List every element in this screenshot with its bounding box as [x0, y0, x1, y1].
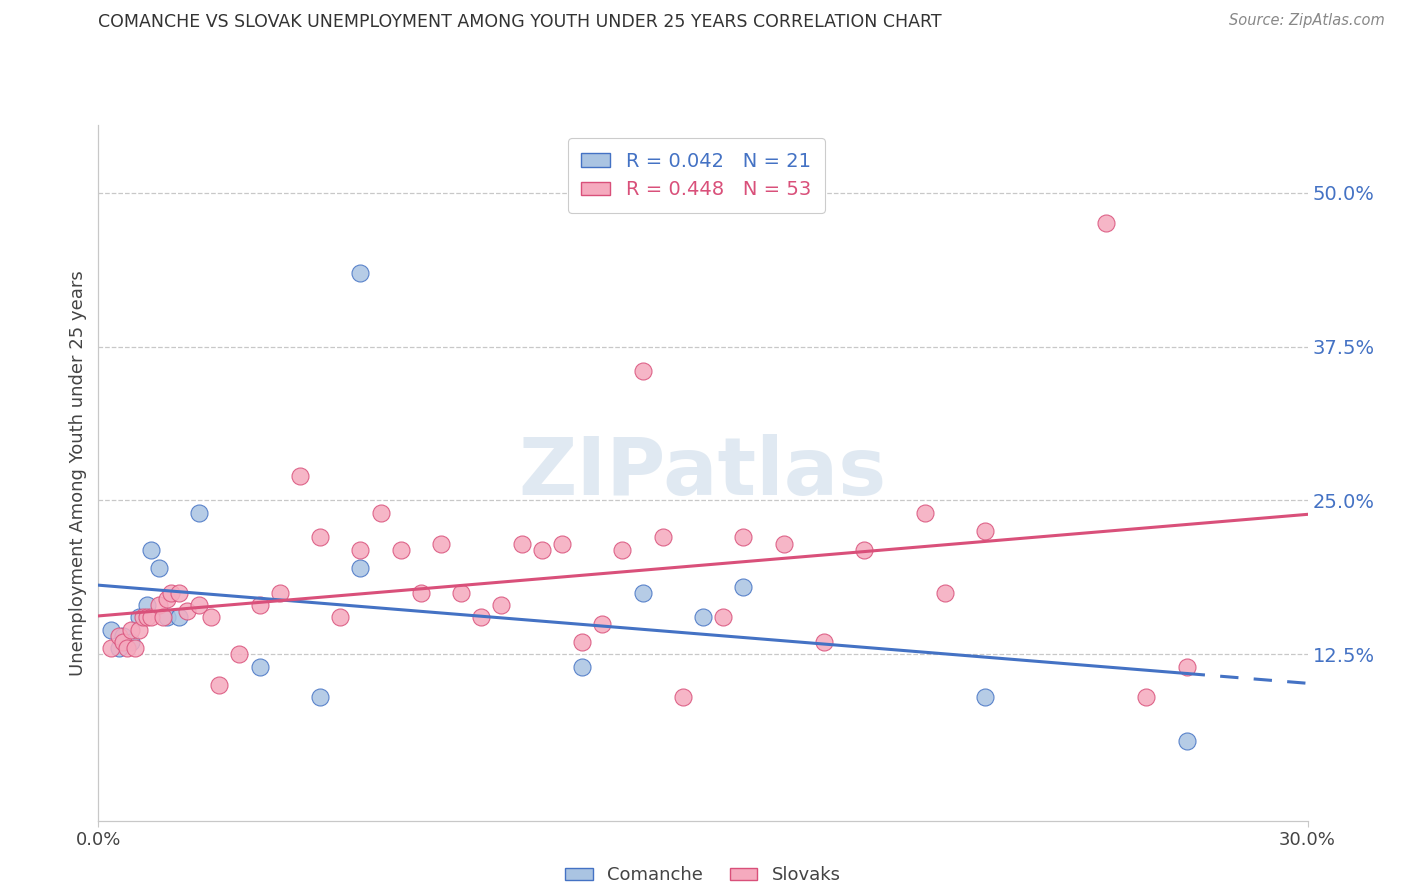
Point [591, 616, 613, 631]
Point [120, 635, 142, 649]
Point [974, 524, 997, 539]
Point [692, 610, 714, 624]
Point [156, 592, 179, 607]
Point [571, 635, 593, 649]
Point [853, 542, 876, 557]
Point [100, 641, 122, 656]
Point [813, 635, 835, 649]
Point [167, 586, 190, 600]
Point [409, 586, 432, 600]
Point [772, 536, 794, 550]
Point [111, 629, 134, 643]
Point [148, 561, 170, 575]
Point [107, 629, 129, 643]
Point [651, 530, 673, 544]
Point [974, 690, 997, 705]
Point [100, 623, 122, 637]
Point [160, 586, 183, 600]
Point [470, 610, 492, 624]
Point [139, 610, 162, 624]
Point [228, 648, 250, 662]
Point [491, 598, 513, 612]
Point [269, 586, 291, 600]
Point [631, 586, 654, 600]
Point [124, 641, 146, 656]
Point [612, 542, 634, 557]
Point [349, 266, 371, 280]
Point [711, 610, 734, 624]
Point [631, 364, 654, 378]
Y-axis label: Unemployment Among Youth under 25 years: Unemployment Among Youth under 25 years [69, 270, 87, 675]
Point [188, 598, 211, 612]
Point [111, 635, 134, 649]
Point [148, 598, 170, 612]
Point [128, 623, 150, 637]
Point [249, 659, 271, 673]
Point [309, 690, 332, 705]
Point [510, 536, 533, 550]
Point [167, 610, 190, 624]
Point [733, 580, 755, 594]
Point [530, 542, 553, 557]
Point [135, 598, 157, 612]
Point [156, 610, 179, 624]
Point [208, 678, 231, 692]
Text: ZIPatlas: ZIPatlas [519, 434, 887, 512]
Text: COMANCHE VS SLOVAK UNEMPLOYMENT AMONG YOUTH UNDER 25 YEARS CORRELATION CHART: COMANCHE VS SLOVAK UNEMPLOYMENT AMONG YO… [98, 13, 942, 31]
Point [135, 610, 157, 624]
Point [349, 542, 371, 557]
Point [1095, 216, 1118, 230]
Point [914, 506, 936, 520]
Point [188, 506, 211, 520]
Point [450, 586, 472, 600]
Point [551, 536, 574, 550]
Point [309, 530, 332, 544]
Point [139, 542, 162, 557]
Point [128, 610, 150, 624]
Point [389, 542, 412, 557]
Point [329, 610, 352, 624]
Point [349, 561, 371, 575]
Point [1175, 733, 1198, 747]
Point [200, 610, 222, 624]
Point [132, 610, 155, 624]
Point [115, 641, 138, 656]
Legend: Comanche, Slovaks: Comanche, Slovaks [558, 859, 848, 892]
Text: Source: ZipAtlas.com: Source: ZipAtlas.com [1229, 13, 1385, 29]
Point [1175, 659, 1198, 673]
Point [934, 586, 956, 600]
Point [120, 623, 142, 637]
Point [176, 604, 198, 618]
Point [370, 506, 392, 520]
Point [152, 610, 174, 624]
Point [249, 598, 271, 612]
Point [571, 659, 593, 673]
Point [733, 530, 755, 544]
Point [107, 641, 129, 656]
Point [288, 468, 311, 483]
Point [1135, 690, 1157, 705]
Point [672, 690, 695, 705]
Point [430, 536, 453, 550]
